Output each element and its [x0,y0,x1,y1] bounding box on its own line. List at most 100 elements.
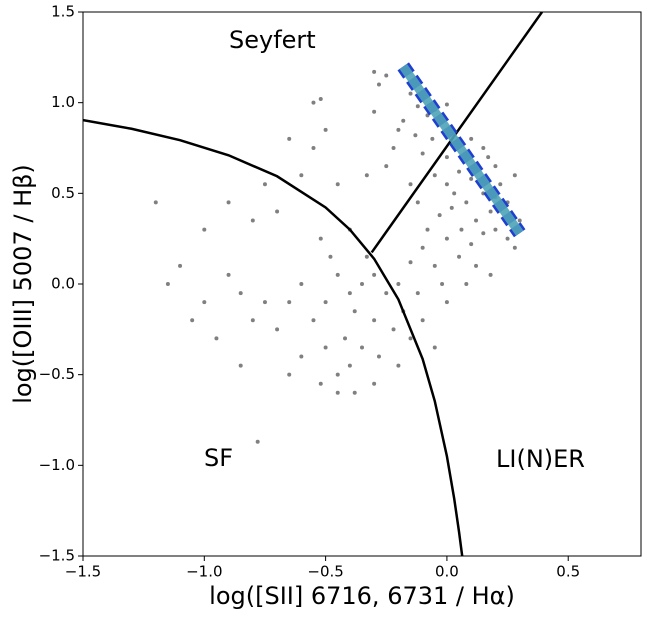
data-point [415,200,420,205]
x-tick-label: 0.0 [435,563,459,581]
data-point [391,146,396,150]
x-tick-label: −1.5 [65,563,101,581]
data-point [384,291,389,296]
data-point [335,182,340,187]
data-point [352,309,357,314]
data-point [425,227,430,232]
data-point [444,300,449,305]
data-point [226,200,231,205]
data-point [481,146,486,150]
data-point [474,218,479,223]
data-point [328,254,333,259]
x-tick-label: 0.5 [556,563,580,581]
data-point [311,146,316,150]
data-point [287,372,292,377]
data-point [432,345,437,350]
data-point [226,272,231,277]
data-point [505,236,510,241]
data-point [408,336,413,341]
data-point [323,300,328,305]
data-point [153,200,158,205]
data-point [318,381,323,386]
data-point [396,363,401,368]
data-point [335,372,340,377]
data-point [432,263,437,268]
data-point [311,318,316,323]
y-tick-label: −1.5 [39,547,75,565]
data-point [408,182,413,187]
data-point [299,173,304,178]
data-point [488,272,493,277]
data-point [347,291,352,296]
data-point [372,381,377,386]
y-tick-label: −0.5 [39,365,75,383]
data-point [275,327,280,332]
data-point [190,318,195,323]
data-point [352,390,357,395]
data-point [464,200,469,205]
x-axis-label: log([SII] 6716, 6731 / Hα) [209,582,515,610]
data-point [396,282,401,286]
annotation: Seyfert [229,26,316,54]
data-point [469,242,474,247]
y-tick-label: 1.5 [51,3,75,21]
data-point [444,155,449,160]
data-point [449,205,454,210]
y-tick-label: 0.5 [51,184,75,202]
data-point [318,97,323,102]
data-point [493,227,498,232]
data-point [202,227,207,232]
data-point [372,109,377,114]
x-tick-label: −0.5 [307,563,343,581]
y-axis-label: log([OIII] 5007 / Hβ) [9,164,37,404]
data-point [343,336,348,341]
data-point [517,218,522,223]
data-point [384,164,389,169]
x-tick-label: −1.0 [186,563,222,581]
data-point [347,363,352,368]
data-point [493,164,498,169]
data-point [178,263,183,268]
data-point [469,176,474,181]
data-point [372,69,377,74]
data-point [413,133,418,138]
data-point [469,136,474,141]
data-point [415,104,420,109]
y-tick-label: 1.0 [51,93,75,111]
region-fill [399,63,524,236]
data-point [238,363,243,368]
data-point [287,136,292,141]
data-point [364,173,369,178]
data-point [335,272,340,277]
annotation: SF [204,444,233,472]
data-point [401,118,406,123]
demarcation-line [83,118,464,556]
data-point [364,254,369,259]
data-point [262,300,267,305]
data-point [432,173,437,178]
data-point [238,291,243,296]
data-point [299,282,304,286]
data-point [323,345,328,350]
data-point [498,182,503,187]
data-point [408,260,413,265]
data-point [420,245,425,250]
data-point [335,390,340,395]
data-point [444,182,449,187]
data-point [430,136,435,141]
data-point [488,209,493,214]
data-point [396,127,401,132]
data-point [459,227,464,232]
data-point [384,73,389,78]
annotation: LI(N)ER [496,445,585,473]
data-point [474,263,479,268]
data-point [202,300,207,305]
y-tick-label: 0.0 [51,275,75,293]
data-point [255,439,260,444]
data-point [440,282,445,286]
data-point [262,182,267,187]
data-point [372,318,377,323]
y-tick-label: −1.0 [39,456,75,474]
